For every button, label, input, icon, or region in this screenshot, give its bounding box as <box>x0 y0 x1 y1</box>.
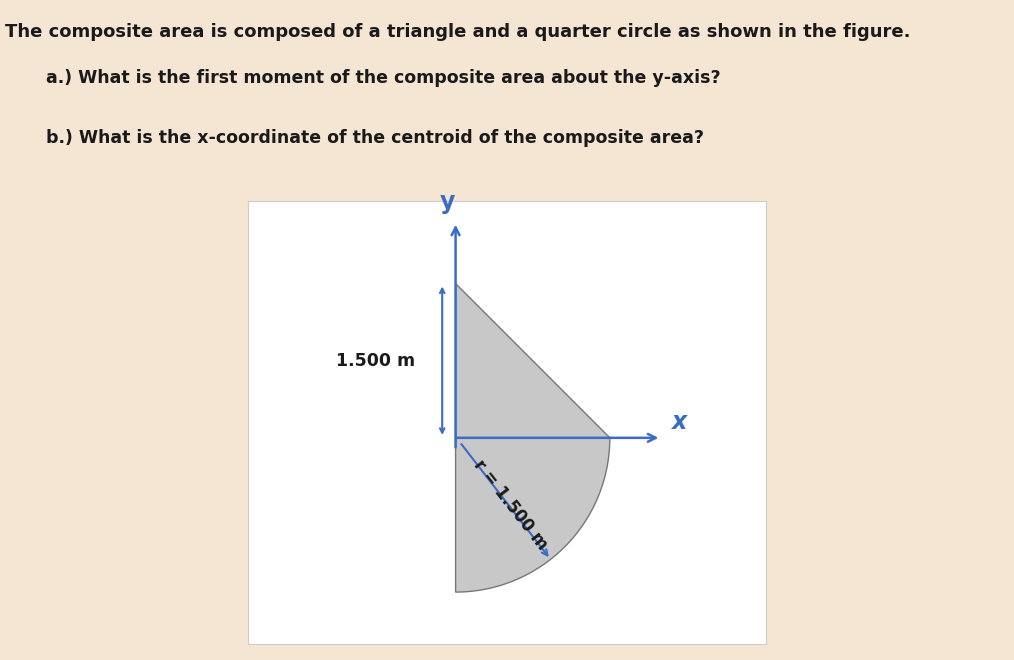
Text: 1.500 m: 1.500 m <box>336 352 415 370</box>
Polygon shape <box>455 284 609 592</box>
Text: The composite area is composed of a triangle and a quarter circle as shown in th: The composite area is composed of a tria… <box>5 23 911 41</box>
Text: a.) What is the first moment of the composite area about the y-axis?: a.) What is the first moment of the comp… <box>46 69 720 87</box>
Text: x: x <box>671 410 686 434</box>
Text: y: y <box>440 189 455 214</box>
Text: r = 1.500 m: r = 1.500 m <box>469 456 552 553</box>
Text: b.) What is the x-coordinate of the centroid of the composite area?: b.) What is the x-coordinate of the cent… <box>46 129 704 147</box>
